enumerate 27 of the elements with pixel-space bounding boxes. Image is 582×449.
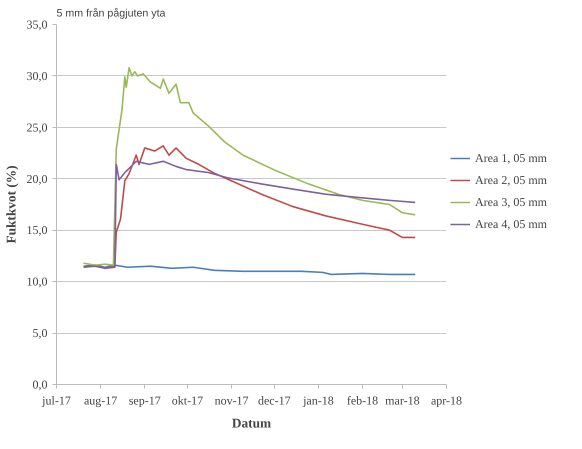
x-tick-label: jan-18 (302, 394, 334, 408)
y-axis-title: Fuktkvot (%) (4, 165, 18, 244)
x-tick-label: nov-17 (214, 394, 249, 408)
y-tick-label: 30,0 (26, 68, 48, 83)
y-tick-label: 25,0 (26, 120, 48, 134)
x-tick-label: mar-18 (385, 394, 420, 408)
y-tick-label: 35,0 (26, 18, 48, 32)
x-tick-label: sep-17 (128, 394, 161, 408)
line-series (82, 264, 416, 276)
y-tick-label: 15,0 (26, 223, 48, 238)
x-tick-label: jul-17 (41, 394, 71, 408)
legend-label: Area 4, 05 mm (475, 216, 547, 232)
x-tick-label: dec-17 (258, 394, 291, 408)
x-tick-label: aug-17 (84, 394, 118, 408)
legend-label: Area 3, 05 mm (475, 194, 547, 210)
chart-title: 5 mm från pågjuten yta (56, 8, 166, 20)
y-tick-label: 20,0 (26, 172, 48, 186)
x-tick-label: feb-18 (346, 394, 378, 408)
y-tick-label: 10,0 (26, 274, 48, 289)
x-axis-title: Datum (232, 416, 272, 430)
y-tick-label: 5,0 (32, 326, 48, 340)
y-tick-label: 0,0 (32, 378, 48, 392)
legend-label: Area 1, 05 mm (475, 150, 547, 166)
x-tick-label: okt-17 (172, 394, 204, 408)
x-tick-label: apr-18 (430, 394, 462, 408)
line-series (82, 66, 416, 266)
legend-label: Area 2, 05 mm (475, 172, 547, 188)
